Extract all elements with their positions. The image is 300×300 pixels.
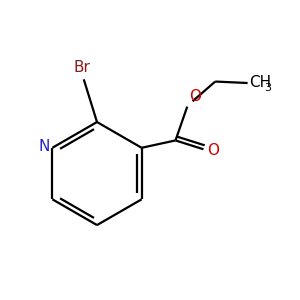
Text: CH: CH <box>249 75 271 90</box>
Text: O: O <box>189 89 201 104</box>
Text: 3: 3 <box>264 83 271 93</box>
Text: N: N <box>38 139 50 154</box>
Text: Br: Br <box>74 60 91 75</box>
Text: O: O <box>207 143 219 158</box>
